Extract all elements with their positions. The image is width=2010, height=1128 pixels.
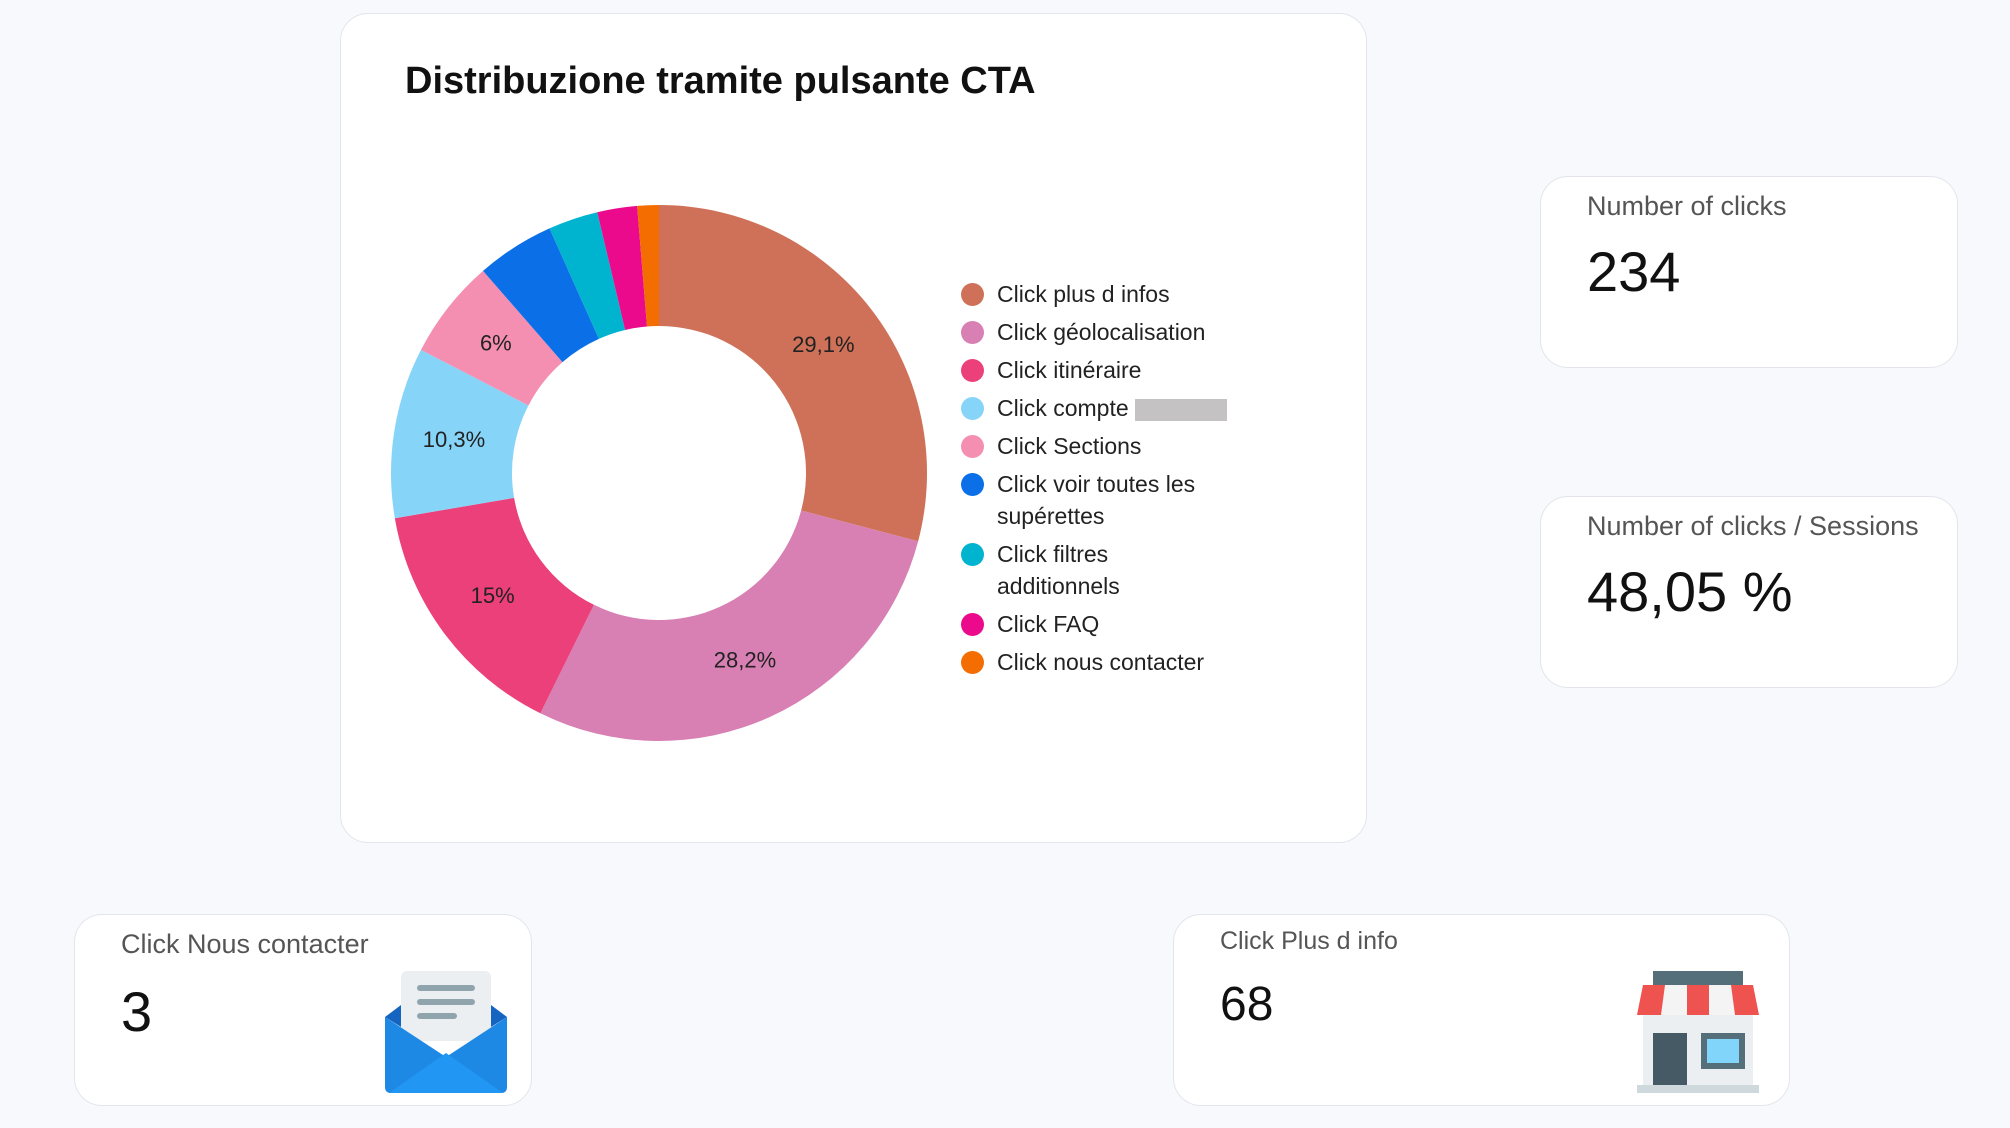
donut-slice — [637, 205, 659, 327]
store-icon — [1637, 971, 1759, 1093]
donut-chart: 29,1% 28,2% 15% 10,3% 6% — [391, 205, 927, 741]
kpi-value: 48,05 % — [1587, 560, 1793, 623]
legend-swatch — [961, 321, 984, 344]
data-label: 15% — [471, 583, 515, 608]
legend-label: Click plus d infos — [997, 281, 1170, 307]
legend-item: Click Sections — [961, 430, 1231, 462]
kpi-label: Number of clicks / Sessions — [1587, 511, 1919, 541]
donut-slice — [540, 510, 919, 741]
kpi-value: 234 — [1587, 240, 1681, 303]
legend-item: Click plus d infos — [961, 278, 1231, 310]
kpi-card: Number of clicks / Sessions 48,05 % — [1540, 496, 1958, 688]
legend-label: Click Sections — [997, 433, 1142, 459]
legend: Click plus d infos Click géolocalisation C… — [961, 278, 1231, 684]
legend-item: Click géolocalisation — [961, 316, 1231, 348]
legend-item: Click filtres additionnels — [961, 538, 1231, 602]
kpi-card: Click Nous contacter 3 — [74, 914, 532, 1106]
legend-swatch — [961, 473, 984, 496]
donut-slice — [659, 205, 927, 542]
legend-item: Click itinéraire — [961, 354, 1231, 386]
data-label: 29,1% — [792, 332, 854, 357]
legend-swatch — [961, 359, 984, 382]
legend-swatch — [961, 613, 984, 636]
data-label: 10,3% — [423, 427, 485, 452]
legend-item: Click compte — [961, 392, 1231, 424]
data-label: 6% — [480, 331, 512, 356]
legend-label: Click compte — [997, 395, 1129, 421]
donut-slice — [391, 349, 529, 519]
kpi-label: Click Plus d info — [1220, 927, 1398, 955]
mail-icon — [385, 971, 507, 1093]
legend-swatch — [961, 283, 984, 306]
legend-label: Click itinéraire — [997, 357, 1142, 383]
legend-swatch — [961, 397, 984, 420]
chart-title: Distribuzione tramite pulsante CTA — [405, 60, 1036, 102]
legend-label: Click voir toutes les supérettes — [997, 471, 1196, 529]
donut-slice — [420, 270, 563, 406]
kpi-label: Number of clicks — [1587, 191, 1787, 221]
legend-swatch — [961, 651, 984, 674]
data-label: 28,2% — [714, 648, 776, 673]
chart-card: Distribuzione tramite pulsante CTA 29,1%… — [340, 13, 1367, 843]
legend-swatch — [961, 435, 984, 458]
legend-item: Click nous contacter — [961, 646, 1231, 678]
donut-slice — [483, 228, 599, 363]
legend-label: Click FAQ — [997, 611, 1100, 637]
kpi-label: Click Nous contacter — [121, 929, 369, 959]
kpi-value: 3 — [121, 980, 153, 1043]
donut-slice — [549, 212, 626, 339]
legend-swatch — [961, 543, 984, 566]
legend-item: Click FAQ — [961, 608, 1231, 640]
legend-item: Click voir toutes les supérettes — [961, 468, 1231, 532]
kpi-value: 68 — [1220, 978, 1274, 1031]
kpi-card: Click Plus d info 68 — [1173, 914, 1790, 1106]
legend-label: Click nous contacter — [997, 649, 1205, 675]
kpi-card: Number of clicks 234 — [1540, 176, 1958, 368]
legend-label: Click filtres additionnels — [997, 541, 1120, 599]
redaction — [1134, 398, 1227, 421]
legend-label: Click géolocalisation — [997, 319, 1206, 345]
donut-slice — [597, 205, 648, 330]
donut-slice — [394, 497, 594, 714]
